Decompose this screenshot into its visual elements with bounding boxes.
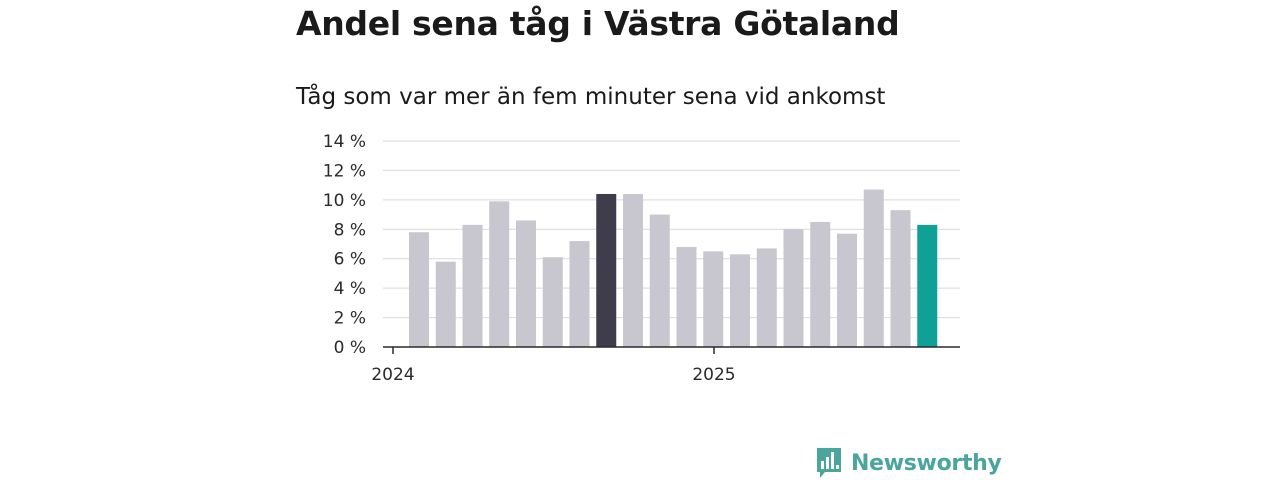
bar-highlighted (596, 193, 617, 347)
y-tick-label: 4 % (334, 279, 366, 299)
y-axis-ticks: 0 % 2 % 4 % 6 % 8 % 10 % 12 % 14 % (323, 132, 366, 358)
y-tick-label: 8 % (334, 220, 366, 240)
bar (890, 210, 911, 347)
bar (569, 241, 590, 347)
bar (730, 254, 750, 347)
brand-name: Newsworthy (851, 450, 1002, 476)
bar (409, 232, 429, 347)
bar (863, 189, 884, 347)
bar (676, 246, 697, 347)
x-axis-ticks: 2024 2025 (371, 347, 736, 385)
bar (649, 214, 670, 347)
bar (542, 257, 563, 347)
chart-title: Andel sena tåg i Västra Götaland (296, 4, 900, 43)
y-tick-label: 6 % (334, 250, 366, 270)
bar-highlighted (917, 224, 938, 347)
bar (462, 224, 483, 347)
bar (516, 220, 536, 347)
bar (810, 221, 831, 347)
newsworthy-logo-icon (817, 448, 841, 478)
bar (756, 248, 777, 347)
bar-chart: 0 % 2 % 4 % 6 % 8 % 10 % 12 % 14 % 2024 2025 (323, 132, 960, 385)
x-tick-label: 2024 (371, 365, 414, 385)
y-tick-label: 12 % (323, 161, 366, 181)
bar (837, 233, 857, 347)
y-tick-label: 10 % (323, 191, 366, 211)
y-tick-label: 2 % (334, 309, 366, 329)
brand-logo: Newsworthy (815, 446, 1002, 480)
bar (703, 251, 724, 347)
x-tick-label: 2025 (692, 365, 735, 385)
bars (409, 189, 938, 347)
y-tick-label: 14 % (323, 132, 366, 152)
bar (783, 229, 804, 347)
chart-subtitle: Tåg som var mer än fem minuter sena vid … (296, 84, 886, 110)
bar (489, 201, 510, 347)
bar (435, 261, 456, 347)
y-tick-label: 0 % (334, 338, 366, 358)
bar (623, 193, 643, 347)
